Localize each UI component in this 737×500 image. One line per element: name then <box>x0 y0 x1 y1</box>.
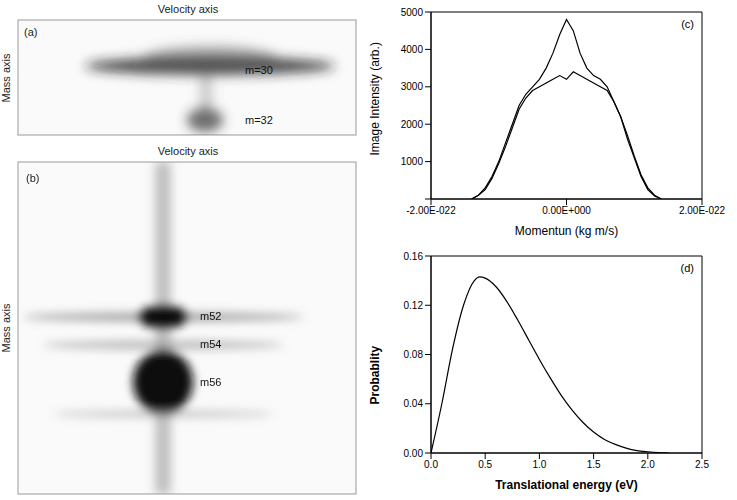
svg-text:m=32: m=32 <box>245 114 273 126</box>
svg-text:Mass axis: Mass axis <box>0 53 12 102</box>
svg-text:2.00E-022: 2.00E-022 <box>679 205 726 216</box>
html-text:(c): (c) <box>681 18 694 30</box>
svg-text:m=30: m=30 <box>245 64 273 76</box>
svg-text:5000: 5000 <box>401 7 424 18</box>
svg-text:0.04: 0.04 <box>404 398 424 409</box>
svg-text:-2.00E-022: -2.00E-022 <box>406 205 456 216</box>
svg-text:(b): (b) <box>26 172 39 184</box>
svg-text:0.12: 0.12 <box>404 300 424 311</box>
svg-text:m52: m52 <box>200 310 221 322</box>
svg-text:0.08: 0.08 <box>404 349 424 360</box>
svg-text:2000: 2000 <box>401 119 424 130</box>
svg-text:0.00: 0.00 <box>404 448 424 459</box>
svg-text:Momentun (kg m/s): Momentun (kg m/s) <box>515 224 618 238</box>
svg-text:Velocity axis: Velocity axis <box>158 145 219 157</box>
svg-text:2.0: 2.0 <box>641 459 655 470</box>
svg-text:4000: 4000 <box>401 44 424 55</box>
svg-text:1.0: 1.0 <box>532 459 546 470</box>
svg-text:2.5: 2.5 <box>695 459 709 470</box>
svg-text:0.00E+000: 0.00E+000 <box>542 205 591 216</box>
html-text:(d): (d) <box>680 262 694 274</box>
svg-text:Image Intensity (arb.): Image Intensity (arb.) <box>368 42 382 155</box>
svg-text:Mass axis: Mass axis <box>0 303 12 352</box>
svg-text:3000: 3000 <box>401 81 424 92</box>
svg-text:m54: m54 <box>200 338 221 350</box>
svg-text:Probablity: Probablity <box>368 345 382 404</box>
svg-text:Translational energy (eV): Translational energy (eV) <box>495 478 638 492</box>
svg-text:(a): (a) <box>24 26 37 38</box>
svg-text:1000: 1000 <box>401 156 424 167</box>
svg-text:0.5: 0.5 <box>478 459 492 470</box>
svg-text:m56: m56 <box>200 376 221 388</box>
svg-text:Velocity axis: Velocity axis <box>158 3 219 15</box>
svg-text:1.5: 1.5 <box>587 459 601 470</box>
svg-text:0.16: 0.16 <box>404 251 424 262</box>
svg-text:0.0: 0.0 <box>424 459 438 470</box>
